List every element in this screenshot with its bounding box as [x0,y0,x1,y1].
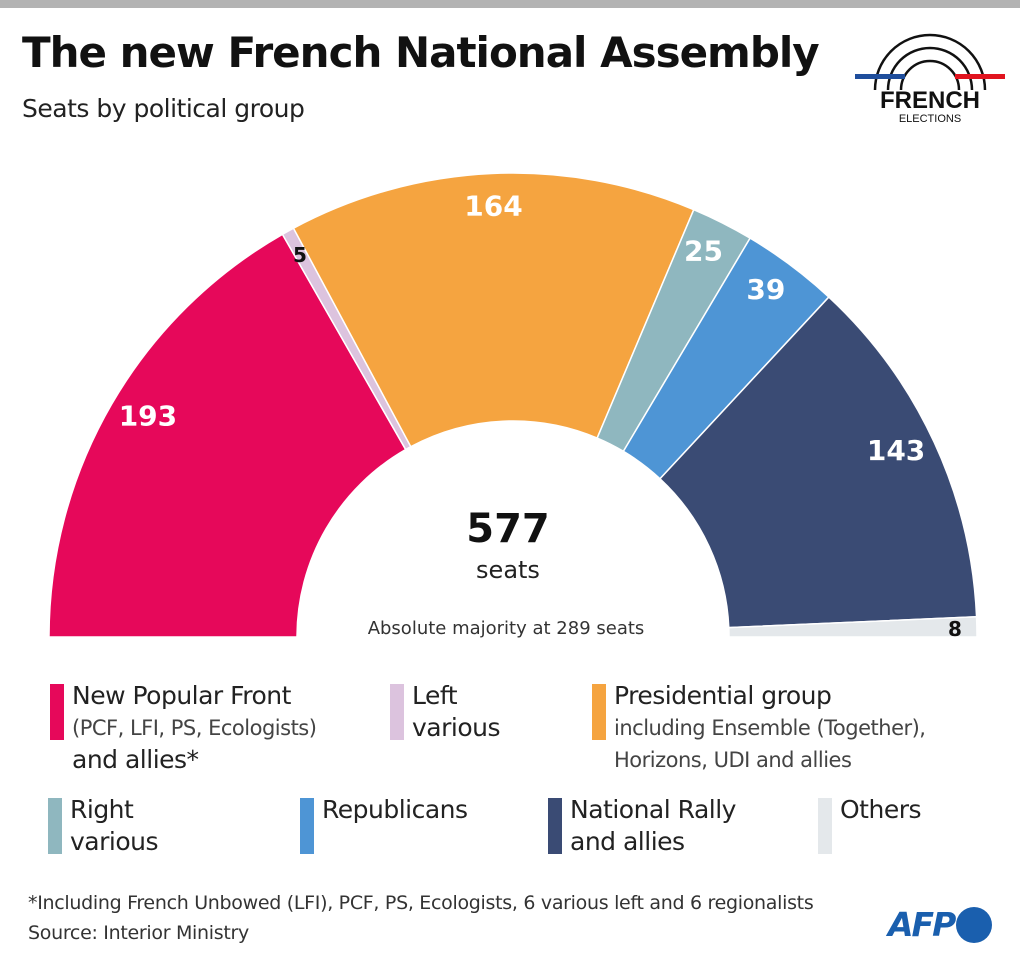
total-seats-unit: seats [476,556,540,584]
legend-item: Republicans [300,794,468,854]
afp-logo-dot [956,906,993,943]
afp-logo: AFP [888,905,993,944]
legend-extra: and allies [570,827,685,856]
data-label: 25 [684,234,723,267]
legend-item: New Popular Front (PCF, LFI, PS, Ecologis… [50,680,317,776]
footnote: *Including French Unbowed (LFI), PCF, PS… [28,888,814,948]
legend-name: Republicans [322,795,468,824]
legend-item: Left various [390,680,501,744]
data-label: 5 [293,243,307,267]
legend-item: Others [818,794,922,854]
legend-swatch [390,684,404,740]
legend-swatch [548,798,562,854]
logo-line1: FRENCH [880,87,980,114]
data-label: 8 [948,617,962,641]
legend-sub: including Ensemble (Together), [614,716,926,740]
majority-annotation: Absolute majority at 289 seats [368,618,645,639]
segment-new-popular-front [48,233,407,638]
legend-name: New Popular Front [72,681,291,710]
legend-name: Presidential group [614,681,832,710]
legend-name: Right [70,795,134,824]
data-label: 143 [867,434,925,467]
legend-swatch [50,684,64,740]
legend-item: National Rally and allies [548,794,736,858]
segment-presidential-group [292,172,695,448]
segment-national-rally-and-allies [658,296,978,629]
footnote-note: *Including French Unbowed (LFI), PCF, PS… [28,892,814,914]
legend-item: Presidential group including Ensemble (To… [592,680,926,776]
legend-swatch [818,798,832,854]
legend-sub: (PCF, LFI, PS, Ecologists) [72,716,317,740]
legend-extra: various [412,713,501,742]
segment-others [728,616,978,638]
chart-title: The new French National Assembly [22,28,820,77]
legend-swatch [300,798,314,854]
legend-swatch [592,684,606,740]
legend-item: Right various [48,794,159,858]
legend-name: Others [840,795,922,824]
legend-extra: and allies* [72,745,199,774]
data-label: 193 [119,399,177,432]
logo-line2: ELECTIONS [899,113,961,125]
top-bar [0,0,1020,8]
legend-swatch [48,798,62,854]
legend-name: Left [412,681,458,710]
chart-subtitle: Seats by political group [22,94,305,123]
data-label: 39 [746,273,785,306]
footnote-source: Source: Interior Ministry [28,922,249,944]
legend-extra: various [70,827,159,856]
total-seats-value: 577 [466,506,550,552]
legend-sub: Horizons, UDI and allies [614,748,852,772]
data-label: 164 [464,189,522,222]
french-elections-logo: FRENCH ELECTIONS [855,33,1005,125]
afp-logo-text: AFP [888,905,956,944]
hemicycle-chart: 193 5 164 25 39 143 8 577 seats Absolute major… [48,172,978,641]
legend-name: National Rally [570,795,736,824]
